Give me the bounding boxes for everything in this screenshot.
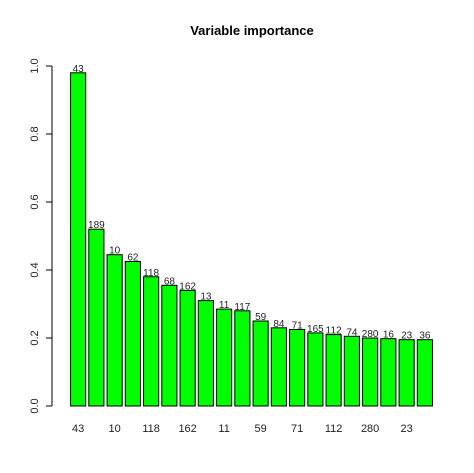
bar-value-label: 162 [179,281,196,292]
bar-value-label: 16 [383,330,395,341]
bar [124,261,141,407]
x-tick-label: 10 [109,423,121,435]
y-tick-label: 0.0 [29,398,41,413]
bar [380,338,397,407]
bar [416,339,433,407]
bar [161,284,178,407]
bar-value-label: 117 [234,302,250,313]
bar-value-label: 59 [255,312,267,323]
bar [197,300,214,407]
x-tick-label: 71 [291,423,303,435]
bar-value-label: 84 [273,319,285,330]
y-tick-label: 0.4 [29,262,41,277]
bar [343,335,360,407]
bar [179,289,196,407]
y-tick-label: 1.0 [29,58,41,73]
bar-value-label: 43 [73,64,85,75]
y-tick-label: 0.8 [29,126,41,141]
bar [70,72,87,407]
x-tick-label: 280 [361,423,379,435]
bar-value-label: 165 [307,324,324,335]
bar [398,339,415,407]
y-axis: 0.0 0.2 0.4 0.6 0.8 1.0 [29,58,53,414]
bar [216,308,233,407]
bar-value-label: 112 [326,326,342,337]
bar-value-label: 13 [200,292,212,303]
bar [270,327,287,407]
bars-group [70,72,433,407]
bar-labels-group: 43 189 10 62 118 68 162 13 11 117 59 84 71 165 112 74 28… [73,64,431,342]
y-tick-label: 0.6 [29,194,41,209]
y-tick-label: 0.2 [29,330,41,345]
bar-value-label: 36 [419,331,431,342]
bar [106,254,123,407]
bar [88,228,105,407]
bar [289,329,306,407]
x-tick-label: 162 [178,423,196,435]
bar-value-label: 23 [401,331,413,342]
bar-value-label: 74 [346,327,358,338]
bar [307,332,324,407]
bar-value-label: 68 [164,276,176,287]
bar [325,334,342,407]
x-tick-label: 112 [325,423,343,435]
bar [252,320,269,407]
bar [234,310,251,407]
bar [362,337,379,407]
x-tick-label: 11 [218,423,229,435]
bar [143,276,160,407]
x-tick-label: 59 [255,423,267,435]
bar-value-label: 189 [88,220,105,231]
chart-title: Variable importance [190,23,314,38]
bar-value-label: 62 [127,253,139,264]
bar-value-label: 11 [219,300,230,311]
x-tick-label: 43 [72,423,84,435]
bar-value-label: 118 [143,268,159,279]
x-tick-label: 118 [142,423,160,435]
x-tick-label: 23 [401,423,413,435]
x-axis-labels: 43 10 118 162 11 59 71 112 280 23 [72,423,413,435]
bar-value-label: 71 [292,321,304,332]
bar-value-label: 10 [109,246,121,257]
bar-value-label: 280 [362,329,379,340]
